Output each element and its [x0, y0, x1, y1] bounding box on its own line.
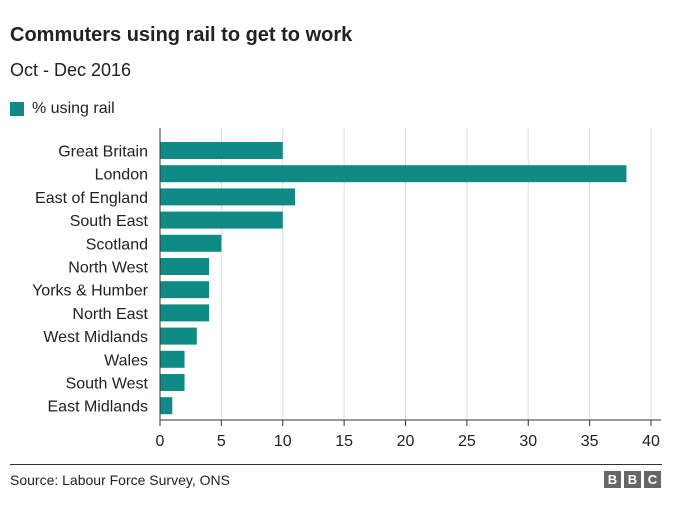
x-tick-label: 5 — [217, 433, 226, 450]
bar — [160, 211, 283, 229]
category-label: Great Britain — [58, 144, 148, 161]
chart-title: Commuters using rail to get to work — [10, 24, 353, 46]
bar — [160, 350, 185, 368]
bar — [160, 374, 185, 391]
x-tick-label: 25 — [458, 433, 476, 450]
bbc-logo-block: B — [624, 471, 641, 488]
bar — [160, 142, 283, 159]
bbc-logo: B B C — [604, 471, 661, 488]
bbc-logo-block: C — [644, 471, 661, 488]
bar — [160, 165, 627, 183]
category-label: East of England — [35, 190, 148, 207]
legend-label: % using rail — [32, 100, 115, 117]
category-label: Scotland — [86, 236, 148, 253]
x-tick-label: 20 — [397, 433, 415, 450]
legend: % using rail — [10, 100, 115, 118]
bar-chart: Great Britain London East of England South … — [32, 128, 661, 450]
bar — [160, 258, 210, 275]
bar — [160, 327, 197, 345]
category-label: North East — [72, 306, 148, 323]
x-tick-label: 10 — [274, 433, 292, 450]
bar — [160, 397, 173, 415]
category-label: South West — [66, 376, 149, 393]
chart-subtitle: Oct - Dec 2016 — [10, 60, 132, 80]
category-label: Yorks & Humber — [32, 283, 149, 300]
category-label: London — [95, 167, 148, 184]
legend-swatch — [10, 102, 24, 116]
footer-divider — [10, 464, 662, 465]
bar — [160, 304, 210, 322]
category-label: West Midlands — [43, 329, 148, 346]
category-label: South East — [70, 213, 149, 230]
category-label: East Midlands — [48, 399, 149, 416]
source-note: Source: Labour Force Survey, ONS — [10, 472, 230, 488]
bar — [160, 188, 296, 206]
category-label: Wales — [104, 352, 148, 369]
bbc-logo-block: B — [604, 471, 621, 488]
x-tick-label: 30 — [519, 433, 537, 450]
x-tick-label: 40 — [642, 433, 660, 450]
x-tick-label: 35 — [581, 433, 599, 450]
bar — [160, 234, 222, 252]
x-tick-label: 0 — [156, 433, 165, 450]
category-label: North West — [68, 260, 148, 277]
bar — [160, 281, 210, 299]
x-tick-label: 15 — [335, 433, 353, 450]
